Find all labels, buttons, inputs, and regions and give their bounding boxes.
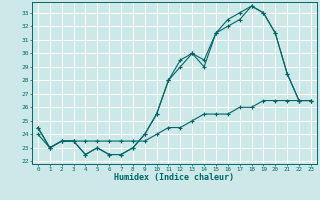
X-axis label: Humidex (Indice chaleur): Humidex (Indice chaleur) — [115, 173, 234, 182]
